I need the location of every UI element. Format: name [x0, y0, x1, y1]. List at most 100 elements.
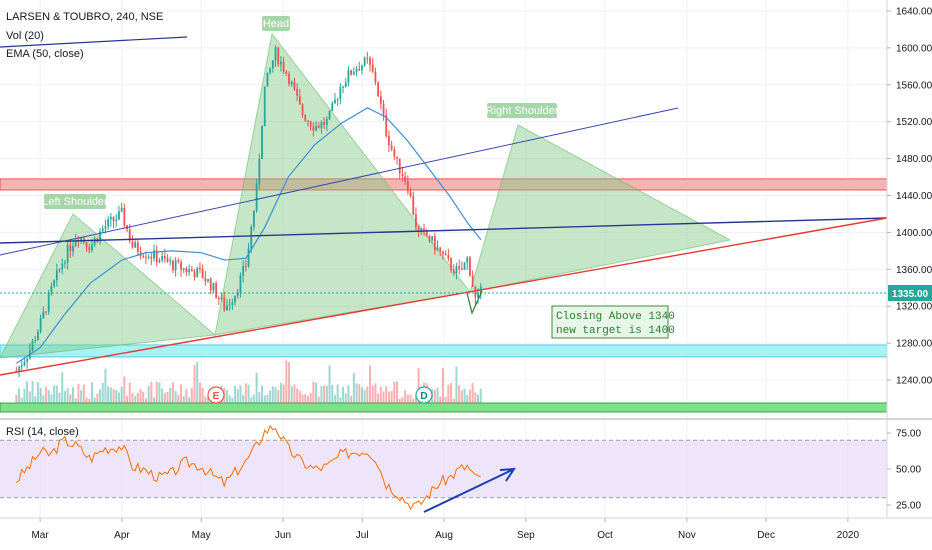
candle-body	[147, 256, 150, 258]
volume-bar	[441, 368, 444, 403]
volume-bar	[80, 390, 83, 403]
candle-body	[64, 262, 66, 264]
volume-bar	[147, 385, 150, 403]
candle-body	[250, 227, 253, 249]
candle-body	[355, 68, 358, 72]
rsi-axis[interactable]: 25.00 50.00 75.00	[887, 429, 921, 512]
volume-bar	[58, 392, 61, 403]
volume-bar	[74, 398, 77, 403]
candle-body	[128, 229, 131, 242]
volume-bar	[26, 381, 29, 403]
head-and-shoulders-pattern	[0, 32, 732, 359]
candle-body	[215, 283, 218, 298]
candle-body	[425, 230, 428, 237]
volume-bar	[69, 394, 72, 403]
candle-body	[136, 242, 139, 253]
volume-bar	[450, 383, 453, 403]
volume-bar	[250, 397, 253, 403]
last-price-tag: 1335.00	[888, 285, 932, 301]
earnings-marker[interactable]: E	[207, 386, 225, 404]
volume-bar	[466, 394, 469, 403]
candle-body	[433, 236, 436, 251]
volume-bar	[301, 394, 304, 403]
volume-bar	[177, 394, 180, 403]
price-tick-label: 1400.00	[896, 228, 932, 239]
rsi-line	[16, 424, 481, 511]
volume-green-band	[0, 402, 888, 413]
candle-body	[23, 361, 26, 366]
volume-bar	[18, 388, 21, 403]
rsi-indicator-title[interactable]: RSI (14, close)	[6, 426, 79, 438]
svg-text:Head: Head	[263, 18, 289, 30]
volume-bar	[66, 388, 69, 403]
candle-body	[115, 219, 118, 222]
candle-body	[212, 283, 215, 291]
candle-body	[309, 121, 312, 127]
volume-indicator-title[interactable]: Vol (20)	[6, 30, 44, 42]
volume-bar	[463, 388, 466, 403]
volume-bar	[50, 394, 53, 403]
candle-body	[207, 279, 209, 282]
candle-body	[412, 196, 415, 215]
candle-body	[85, 242, 88, 248]
blue-rising-trendline[interactable]	[0, 107, 679, 256]
volume-bar	[325, 385, 328, 403]
volume-bar	[306, 395, 309, 403]
ema-indicator-title[interactable]: EMA (50, close)	[6, 48, 84, 60]
volume-bar	[447, 384, 450, 403]
candle-body	[199, 267, 201, 270]
blue-horizontal-trendline[interactable]	[0, 217, 888, 244]
candle-body	[153, 250, 155, 259]
volume-bar	[120, 386, 123, 403]
volume-bar	[293, 384, 296, 403]
volume-bar	[358, 384, 361, 403]
time-tick-label: Aug	[435, 530, 453, 541]
target-annotation[interactable]: Closing Above 1340 new target is 1400	[551, 305, 675, 339]
volume-bar	[117, 392, 120, 403]
volume-bar	[136, 393, 139, 403]
volume-bar	[131, 392, 134, 403]
volume-bar	[45, 386, 48, 403]
blue-trendline-top-left[interactable]	[0, 36, 188, 48]
volume-bar	[414, 395, 417, 403]
candle-body	[231, 302, 234, 305]
time-axis[interactable]: Mar Apr May Jun Jul Aug Sep Oct Nov Dec 2020	[31, 518, 859, 541]
volume-bar	[31, 381, 34, 403]
candle-body	[277, 47, 280, 65]
volume-bar	[242, 394, 245, 403]
symbol-title[interactable]: LARSEN & TOUBRO, 240, NSE	[6, 11, 164, 23]
price-axis[interactable]: 1240.00 1280.00 1320.00 1360.00 1400.00 1440.…	[887, 7, 932, 387]
candle-body	[123, 207, 126, 226]
volume-bar	[258, 391, 261, 403]
volume-bar	[47, 390, 50, 403]
candle-body	[188, 269, 191, 273]
candle-body	[304, 115, 307, 121]
volume-bar	[123, 376, 126, 403]
volume-bar	[320, 386, 323, 403]
candle-body	[460, 268, 463, 270]
candle-body	[177, 260, 180, 262]
price-tick-label: 1280.00	[896, 339, 932, 350]
volume-bar	[244, 383, 247, 403]
candle-body	[398, 158, 401, 174]
volume-bar	[198, 382, 201, 403]
dividend-marker[interactable]: D	[415, 386, 433, 404]
candle-body	[91, 244, 93, 251]
price-tick-label: 1320.00	[896, 302, 932, 313]
candle-body	[444, 253, 447, 255]
candle-body	[180, 261, 182, 270]
volume-bar	[42, 394, 45, 403]
candle-body	[379, 96, 382, 104]
volume-bar	[166, 391, 169, 403]
volume-bar	[396, 381, 399, 403]
volume-bar	[382, 391, 385, 403]
red-support-trendline[interactable]	[0, 217, 888, 376]
candle-body	[285, 71, 288, 74]
volume-bar	[393, 382, 396, 403]
candle-body	[390, 145, 393, 150]
volume-bar	[460, 390, 463, 403]
candle-body	[358, 68, 361, 71]
rsi-band	[0, 440, 887, 498]
volume-bar	[23, 388, 26, 403]
